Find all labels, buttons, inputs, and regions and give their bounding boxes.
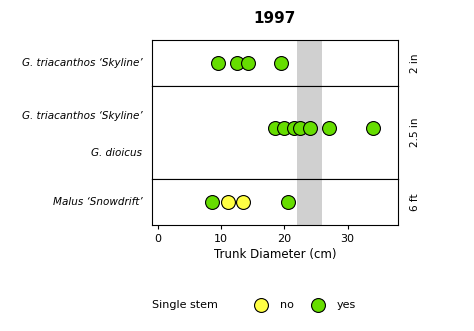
Point (220, 42, 228, 47)
Point (224, 199, 231, 205)
Point (369, 125, 377, 130)
Point (300, 42, 307, 47)
Text: Single stem: Single stem (152, 300, 218, 309)
Point (239, 199, 247, 205)
Text: 1997: 1997 (254, 12, 296, 26)
Text: no: no (280, 300, 293, 309)
Text: G. triacanthos ‘Skyline’: G. triacanthos ‘Skyline’ (22, 58, 142, 68)
Point (214, 60, 222, 66)
Point (281, 42, 288, 47)
Point (314, 302, 321, 307)
Point (281, 125, 288, 130)
Point (274, 42, 282, 47)
Point (309, 42, 317, 47)
Text: 2 in: 2 in (410, 53, 420, 72)
Point (284, 199, 292, 205)
Text: 6 ft: 6 ft (410, 193, 420, 211)
Text: Malus ‘Snowdrift’: Malus ‘Snowdrift’ (53, 197, 142, 207)
Bar (297, 40, 322, 86)
Bar (297, 86, 322, 179)
Point (322, 42, 329, 47)
Point (277, 60, 285, 66)
Point (293, 42, 301, 47)
Text: 2.5 in: 2.5 in (410, 118, 420, 147)
Point (296, 125, 304, 130)
Point (233, 60, 241, 66)
Point (306, 125, 313, 130)
Text: G. dioicus: G. dioicus (91, 148, 142, 158)
Point (287, 42, 294, 47)
Point (290, 125, 298, 130)
Text: Trunk Diameter (cm): Trunk Diameter (cm) (214, 248, 336, 261)
Point (271, 125, 279, 130)
Text: yes: yes (337, 300, 356, 309)
Point (325, 125, 332, 130)
Point (265, 42, 273, 47)
Text: G. triacanthos ‘Skyline’: G. triacanthos ‘Skyline’ (22, 111, 142, 121)
Point (244, 60, 252, 66)
Bar (297, 179, 322, 225)
Point (208, 199, 216, 205)
Point (257, 302, 264, 307)
